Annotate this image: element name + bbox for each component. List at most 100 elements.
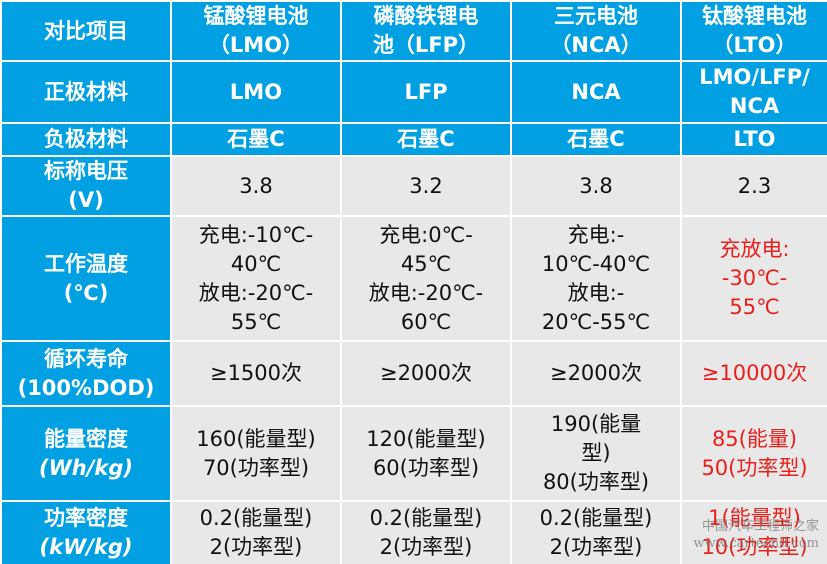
cell-line: 能量密度 [44,426,128,451]
table-cell: ≥2000次 [340,340,512,407]
table-cell: LMO [170,60,342,124]
cell-line: ≥2000次 [379,361,473,385]
cell-line: LFP [404,79,448,104]
cell-line: (Wh/kg) [39,455,133,480]
cell-line: 型) [581,441,611,465]
cell-line: 3.2 [409,173,443,198]
cell-line: 120(能量型) [366,426,486,451]
cell-line: 85(能量) [711,426,798,451]
table-cell: 120(能量型) 60(功率型) [340,405,512,502]
table-cell: 磷酸铁锂电 池（LFP） [340,0,512,62]
table-row: 对比项目 锰酸锂电池 （LMO） 磷酸铁锂电 池（LFP） 三元电池 （NCA） 钛酸锂电池 （… [0,0,827,62]
cell-line: 0.2(能量型) [199,506,313,530]
row-label-cell: 正极材料 [0,60,172,124]
table-cell: 石墨C [340,122,512,157]
cell-line: 2(功率型) [209,535,303,559]
cell-line: LMO [229,79,283,104]
table-cell: 0.2(能量型) 2(功率型) [340,500,512,564]
table-cell: LTO [680,122,827,157]
cell-line: 标称电压 [44,159,128,183]
cell-line: 放电:-20℃- [368,280,484,305]
table-cell: NCA [510,60,682,124]
cell-line: 三元电池 [554,4,638,28]
table-cell: 石墨C [510,122,682,157]
cell-line: 55℃ [230,309,282,334]
cell-line: 石墨C [567,127,625,151]
row-label-cell: 能量密度 (Wh/kg) [0,405,172,502]
table-row: 负极材料 石墨C 石墨C 石墨C LTO [0,122,827,157]
cell-line: 磷酸铁锂电 [373,4,479,28]
cell-line: 钛酸锂电池 [702,4,807,28]
cell-line: 190(能量 [550,412,642,436]
cell-line: 80(功率型) [542,470,650,494]
table-cell: 3.2 [340,155,512,217]
row-label-cell: 负极材料 [0,122,172,157]
cell-line: 功率密度 [44,506,128,530]
table-cell: 充电:- 10℃-40℃ 放电:- 20℃-55℃ [510,215,682,342]
cell-line: 10℃-40℃ [541,251,651,276]
cell-line: 20℃-55℃ [541,309,651,334]
cell-line: 充放电: [719,237,790,261]
cell-line: 充电:-10℃- [198,222,314,247]
table-cell: 3.8 [510,155,682,217]
table-cell: 锰酸锂电池 （LMO） [170,0,342,62]
cell-line: ≥10000次 [701,361,808,385]
table-cell: 1(能量型) 10(功率型) [680,500,827,564]
table-cell: 石墨C [170,122,342,157]
cell-line: LTO [733,127,776,151]
cell-line: 2(功率型) [549,535,643,559]
cell-line: 放电:- [567,280,625,305]
cell-line: 循环寿命 [44,346,128,371]
table-cell: 0.2(能量型) 2(功率型) [170,500,342,564]
cell-line: 充电:0℃- [379,222,473,247]
table-row: 循环寿命 (100%DOD) ≥1500次 ≥2000次 ≥2000次 ≥10000次 [0,340,827,407]
cell-line: NCA [729,94,780,118]
cell-line: ≥2000次 [549,361,643,385]
cell-line: (kW/kg) [39,535,133,559]
cell-line: 对比项目 [44,18,128,43]
cell-line: 55℃ [729,295,780,319]
cell-line: 2.3 [737,173,772,198]
table-cell: LMO/LFP/NCA [680,60,827,124]
table-cell: ≥10000次 [680,340,827,407]
table-cell: ≥1500次 [170,340,342,407]
cell-line: 锰酸锂电池 [203,4,309,28]
cell-line: (V) [68,188,104,212]
row-label-cell: 功率密度 (kW/kg) [0,500,172,564]
cell-line: 0.2(能量型) [369,506,483,530]
cell-line: 45℃ [400,251,452,276]
table-row: 工作温度 (℃) 充电:-10℃- 40℃ 放电:-20℃- 55℃ 充电:0℃- 45℃ 放电… [0,215,827,342]
row-label-cell: 工作温度 (℃) [0,215,172,342]
row-label-cell: 循环寿命 (100%DOD) [0,340,172,407]
watermark-line: 中国汽车工程师之家 [701,519,819,534]
watermark-line: www.cartech8.com [693,536,819,551]
cell-line: 0.2(能量型) [539,506,653,530]
table-cell: 85(能量) 50(功率型) [680,405,827,502]
cell-line: NCA [571,79,621,104]
table-cell: ≥2000次 [510,340,682,407]
cell-line: 工作温度 [44,251,128,276]
cell-line: 正极材料 [44,79,128,104]
cell-line: 负极材料 [44,127,128,151]
cell-line: ≥1500次 [209,361,303,385]
cell-line: LMO/LFP/ [699,65,810,89]
table-cell: 充放电: -30℃- 55℃ [680,215,827,342]
cell-line: (℃) [63,280,109,305]
table-cell: 三元电池 （NCA） [510,0,682,62]
cell-line: 50(功率型) [701,455,808,480]
table-row: 能量密度 (Wh/kg) 160(能量型) 70(功率型) 120(能量型) 60(功率型… [0,405,827,502]
cell-line: (100%DOD) [17,375,155,400]
cell-line: 石墨C [227,127,285,151]
table-cell: 190(能量 型) 80(功率型) [510,405,682,502]
watermark: 中国汽车工程师之家 www.cartech8.com [693,518,819,552]
table-cell: 3.8 [170,155,342,217]
cell-line: 10(功率型) [701,535,808,559]
cell-line: （LMO） [208,33,304,57]
cell-line: 3.8 [239,173,273,198]
row-label-cell: 对比项目 [0,0,172,62]
cell-line: 70(功率型) [202,455,310,480]
cell-line: （NCA） [550,33,642,57]
cell-line: 160(能量型) [196,426,316,451]
